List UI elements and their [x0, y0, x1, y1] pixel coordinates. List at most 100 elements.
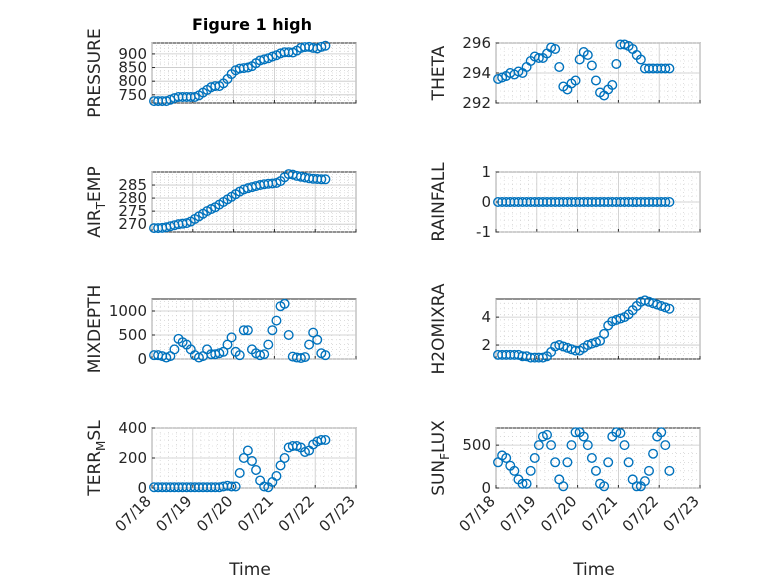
data-point: [590, 337, 601, 348]
data-point: [263, 339, 274, 350]
data-point: [316, 41, 327, 52]
data-point: [664, 196, 675, 207]
data-point: [599, 328, 610, 339]
y-tick-label: 0: [481, 479, 491, 497]
data-point: [648, 448, 659, 459]
data-point: [304, 339, 315, 350]
data-point: [537, 352, 548, 363]
data-point: [259, 349, 270, 360]
data-point: [533, 440, 544, 451]
data-point: [246, 456, 257, 467]
data-point: [615, 313, 626, 324]
data-point: [234, 468, 245, 479]
y-axis-label: THETA: [429, 45, 449, 101]
data-point: [554, 62, 565, 73]
data-point: [546, 440, 557, 451]
data-point: [607, 79, 618, 90]
data-point: [279, 298, 290, 309]
data-point: [533, 53, 544, 64]
data-point: [521, 478, 532, 489]
x-tick-label: 07/20: [537, 492, 580, 535]
y-axis-label: PRESSURE: [85, 28, 105, 117]
data-point: [169, 344, 180, 355]
y-tick-label: 900: [118, 45, 147, 63]
data-point: [242, 62, 253, 73]
data-point: [238, 325, 249, 336]
data-point: [271, 315, 282, 326]
figure-title: Figure 1 high: [192, 15, 312, 34]
data-point: [226, 332, 237, 343]
x-axis-label-right: Time: [572, 560, 615, 580]
y-tick-label: 285: [118, 176, 147, 194]
data-point: [300, 352, 311, 363]
y-tick-label: 1: [481, 163, 491, 181]
x-tick-label: 07/23: [660, 492, 703, 535]
y-tick-label: 500: [118, 326, 147, 344]
y-tick-label: 292: [462, 94, 491, 112]
y-axis-label: RAINFALL: [429, 162, 449, 242]
data-point: [623, 457, 634, 468]
data-point: [222, 339, 233, 350]
subplot-4: -1 0 1 RAINFALL: [429, 162, 701, 242]
data-point: [312, 334, 323, 345]
data-point: [308, 327, 319, 338]
data-point: [234, 350, 245, 361]
y-tick-label: 400: [118, 419, 147, 437]
y-tick-label: 270: [118, 215, 147, 233]
y-tick-label: 750: [118, 86, 147, 104]
data-point: [611, 427, 622, 438]
data-point: [251, 465, 262, 476]
x-axis-label-left: Time: [228, 560, 271, 580]
data-point: [590, 465, 601, 476]
data-point: [660, 302, 671, 313]
data-point: [582, 50, 593, 61]
y-tick-label: 850: [118, 59, 147, 77]
x-tick-label: 07/18: [456, 492, 499, 535]
data-point: [635, 54, 646, 65]
data-point: [566, 440, 577, 451]
data-point: [320, 350, 331, 361]
plot-area: [151, 42, 357, 104]
y-tick-label: 296: [462, 34, 491, 52]
data-point: [255, 350, 266, 361]
data-point: [660, 196, 671, 207]
y-axis-label: SUNFLUX: [429, 420, 452, 496]
data-point: [316, 174, 327, 185]
plot-area: [495, 298, 701, 360]
y-axis-label: H2OMIXRA: [429, 283, 449, 374]
y-axis-label: TERRMSL: [85, 420, 108, 497]
data-point: [320, 435, 331, 446]
data-point: [226, 481, 237, 492]
data-point: [611, 59, 622, 70]
data-point: [509, 465, 520, 476]
x-tick-label: 07/20: [193, 492, 236, 535]
x-tick-label: 07/23: [316, 492, 359, 535]
data-point: [558, 481, 569, 492]
data-point: [562, 457, 573, 468]
y-tick-label: 275: [118, 202, 147, 220]
data-point: [230, 481, 241, 492]
data-point: [578, 431, 589, 442]
y-tick-label: -1: [476, 223, 491, 241]
data-point: [242, 325, 253, 336]
subplot-6: 2 4 H2OMIXRA: [429, 283, 701, 375]
data-point: [320, 174, 331, 185]
data-point: [295, 353, 306, 364]
x-tick-label: 07/19: [496, 492, 539, 535]
data-point: [664, 465, 675, 476]
y-tick-label: 0: [137, 479, 147, 497]
data-point: [283, 330, 294, 341]
y-tick-label: 800: [118, 72, 147, 90]
y-axis-label: MIXDEPTH: [85, 285, 105, 374]
data-point: [267, 51, 278, 62]
data-point: [320, 40, 331, 51]
data-point: [275, 460, 286, 471]
data-point: [639, 476, 650, 487]
data-point: [218, 346, 229, 357]
data-point: [656, 427, 667, 438]
data-point: [590, 75, 601, 86]
